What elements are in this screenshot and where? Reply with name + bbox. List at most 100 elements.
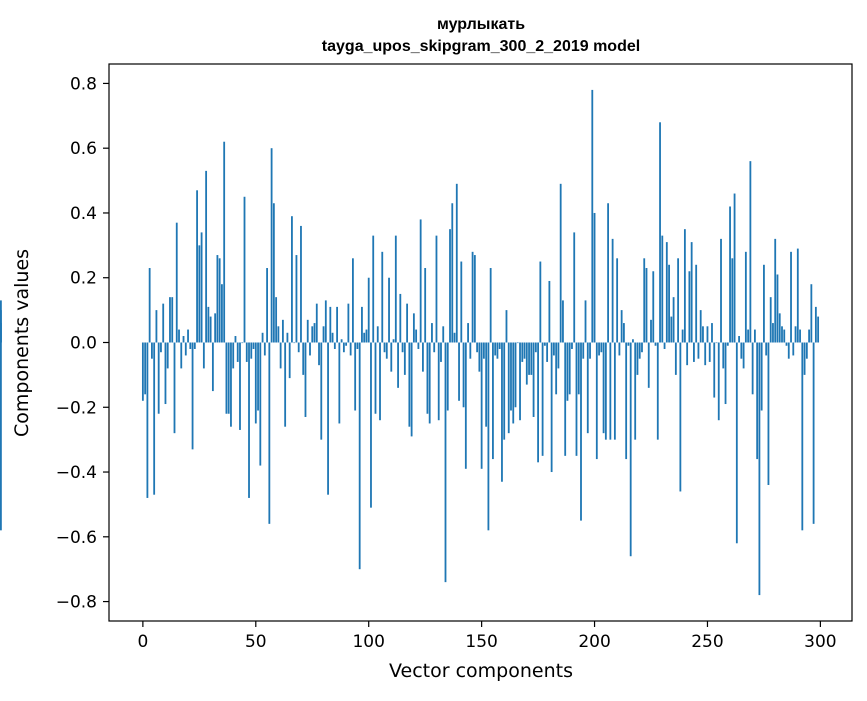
bar-249 — [704, 342, 707, 366]
bar-79 — [320, 342, 323, 440]
bar-64 — [286, 332, 289, 343]
bar-121 — [415, 329, 418, 343]
bar-30 — [209, 316, 212, 343]
bar-231 — [663, 342, 666, 349]
bar-134 — [444, 342, 447, 583]
bar-21 — [189, 342, 192, 349]
bar-62 — [281, 319, 284, 343]
bar-280 — [774, 238, 777, 343]
bar-67 — [293, 342, 296, 344]
bar-8 — [160, 342, 162, 353]
bar-256 — [720, 238, 722, 343]
bar-247 — [699, 310, 702, 343]
bar-201 — [595, 342, 598, 460]
bar-33 — [216, 255, 219, 343]
bar-143 — [464, 342, 467, 469]
bar-63 — [284, 342, 287, 427]
bar-180 — [548, 280, 551, 343]
bar-178 — [543, 342, 546, 346]
bar-series — [0, 89, 820, 596]
bar-117 — [406, 303, 409, 343]
bar-14 — [173, 342, 176, 434]
bar-268 — [747, 329, 750, 343]
bar-28 — [205, 170, 208, 343]
bar-251 — [708, 342, 711, 362]
bar-189 — [568, 342, 571, 395]
bar-59 — [275, 297, 278, 343]
bar-294 — [805, 342, 808, 359]
bar-147 — [473, 255, 476, 343]
bar-142 — [462, 342, 465, 408]
bar-20 — [187, 329, 189, 343]
bar-102 — [372, 235, 375, 343]
bar-197 — [586, 342, 589, 434]
bar-223 — [645, 268, 648, 343]
bar-186 — [562, 300, 564, 343]
bar-278 — [769, 297, 772, 343]
bar-164 — [512, 342, 515, 424]
chart-title: мурлыкать — [437, 16, 525, 33]
bar-11 — [166, 342, 169, 369]
bar-149 — [478, 342, 481, 372]
bar-41 — [234, 336, 237, 343]
bar-179 — [546, 342, 549, 362]
y-tick-label-3: −0.2 — [56, 398, 97, 418]
bar-154 — [489, 268, 492, 343]
bar-50 — [254, 342, 257, 424]
bar-161 — [505, 310, 508, 343]
bar-264 — [738, 336, 740, 343]
bar-285 — [785, 342, 788, 346]
bar-157 — [496, 342, 499, 359]
bar-52 — [259, 342, 262, 466]
bar-13 — [171, 297, 174, 343]
x-tick-label-300: 300 — [804, 632, 836, 652]
y-tick-label-6: 0.4 — [70, 204, 97, 224]
bar-243 — [690, 242, 693, 343]
bar-124 — [422, 342, 424, 372]
bar-0 — [141, 342, 144, 401]
x-axis-label: Vector components — [389, 660, 573, 682]
bar-101 — [370, 342, 372, 508]
bar-35 — [221, 284, 223, 343]
bar-217 — [632, 339, 634, 343]
bar-168 — [521, 342, 524, 362]
bar-221 — [641, 342, 643, 353]
bar-226 — [652, 271, 655, 343]
bar-71 — [302, 342, 305, 375]
bar-296 — [810, 284, 813, 343]
bar-159 — [501, 342, 503, 482]
bar-270 — [751, 342, 754, 395]
y-tick-label-1: −0.6 — [56, 528, 97, 548]
bar-152 — [485, 342, 488, 427]
bar-151 — [482, 342, 485, 359]
bar-237 — [677, 258, 680, 343]
bar-110 — [390, 342, 393, 372]
bar-38 — [227, 342, 230, 414]
bar-214 — [625, 342, 628, 460]
bar-15 — [175, 222, 178, 343]
bar-208 — [611, 238, 614, 343]
bar-undefined — [0, 323, 2, 343]
bar-36 — [223, 141, 226, 343]
bar-57 — [270, 148, 273, 343]
bar-165 — [514, 342, 517, 408]
bar-65 — [288, 342, 291, 379]
bar-263 — [735, 342, 738, 544]
bar-287 — [790, 251, 792, 343]
bar-39 — [230, 342, 232, 427]
bar-150 — [480, 342, 483, 469]
bar-16 — [178, 329, 180, 343]
bar-224 — [647, 342, 650, 388]
bar-120 — [412, 313, 415, 343]
chart-subtitle: tayga_upos_skipgram_300_2_2019 model — [322, 38, 640, 55]
bar-174 — [534, 342, 537, 353]
bar-74 — [309, 342, 311, 356]
bar-293 — [803, 342, 806, 375]
bar-222 — [643, 258, 646, 343]
bar-232 — [665, 242, 668, 343]
bar-277 — [767, 342, 770, 485]
bar-234 — [670, 316, 673, 343]
bar-272 — [756, 342, 759, 460]
bar-106 — [381, 251, 384, 343]
bar-46 — [245, 342, 248, 362]
